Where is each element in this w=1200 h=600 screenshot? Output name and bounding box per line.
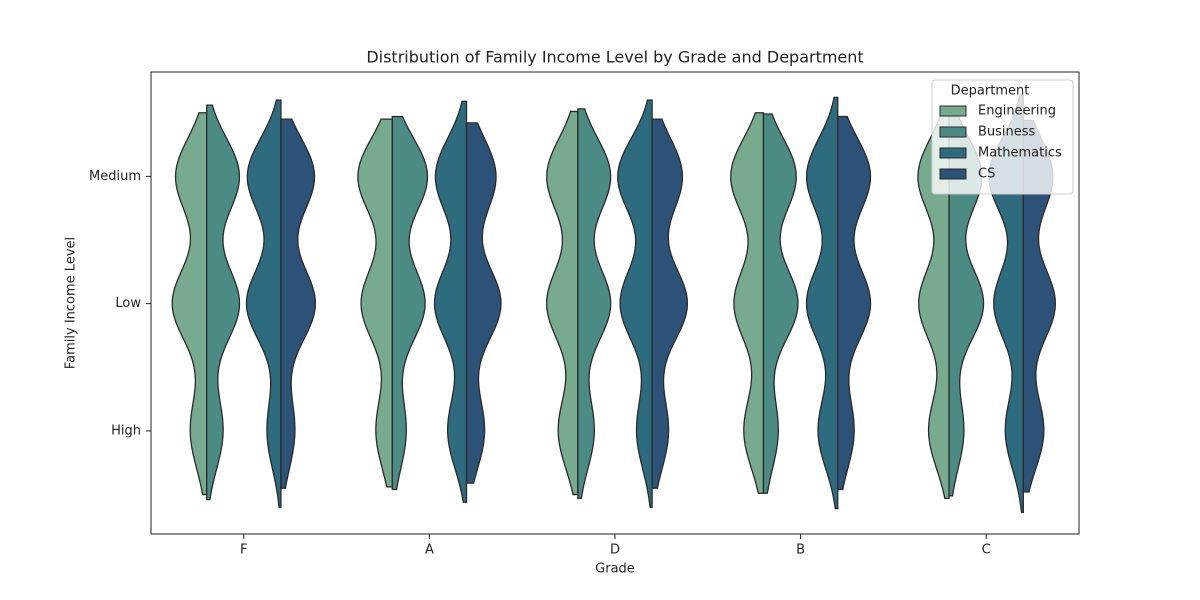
x-tick-label: A	[425, 543, 434, 558]
legend-title: Department	[951, 84, 1030, 99]
legend-swatch	[939, 168, 967, 180]
violin-half	[465, 122, 502, 484]
violin-half	[433, 100, 468, 503]
violin-half	[617, 99, 653, 508]
violin-half	[805, 96, 839, 510]
legend-label: CS	[978, 167, 995, 182]
plot-area: High Low Medium F A D B C	[89, 94, 1056, 558]
violin-half	[280, 118, 317, 489]
legend-label: Mathematics	[978, 146, 1062, 161]
violin-half	[546, 110, 579, 496]
y-tick-label: Medium	[89, 169, 141, 184]
y-tick-label: Low	[115, 296, 141, 311]
legend-swatch	[939, 105, 967, 117]
violin-half	[391, 115, 429, 491]
x-tick-label: B	[796, 543, 805, 558]
violin-half	[206, 104, 241, 501]
y-axis-label: Family Income Level	[64, 237, 79, 369]
legend-swatch	[939, 126, 967, 138]
legend-box	[931, 79, 1074, 195]
violin-half	[651, 118, 689, 489]
legend-label: Business	[978, 125, 1036, 140]
violin-half	[245, 99, 282, 508]
legend-label: Engineering	[978, 104, 1056, 119]
legend: Department Engineering Business Mathematics…	[931, 79, 1074, 195]
chart-title: Distribution of Family Income Level by G…	[366, 48, 863, 67]
y-tick-label: High	[111, 423, 141, 438]
axes-frame	[150, 71, 1080, 535]
violin-half	[837, 115, 872, 491]
violin-half	[730, 112, 765, 494]
violin-half	[917, 113, 950, 500]
x-tick-label: C	[982, 543, 991, 558]
violin-half	[357, 118, 393, 488]
violin-half	[577, 108, 612, 500]
x-tick-label: D	[610, 543, 620, 558]
legend-swatch	[939, 147, 967, 159]
x-tick-label: F	[240, 543, 247, 558]
x-axis-label: Grade	[595, 562, 635, 577]
violin-half	[762, 113, 799, 494]
violin-half	[171, 112, 208, 496]
